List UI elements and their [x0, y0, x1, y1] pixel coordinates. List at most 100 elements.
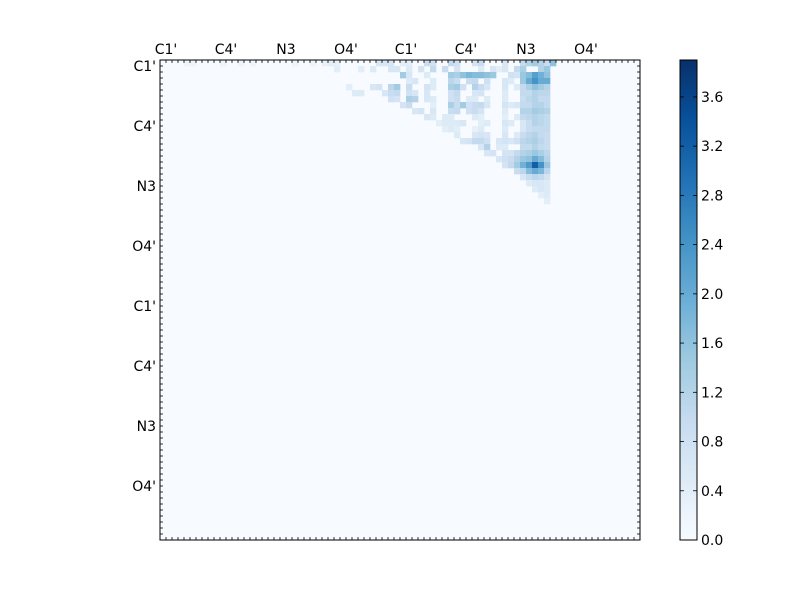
x-tick-label: O4' [334, 42, 358, 58]
heatmap-cell [532, 78, 539, 85]
heatmap-cell [526, 132, 533, 139]
heatmap-cell [448, 72, 455, 79]
heatmap-cell [472, 108, 479, 115]
heatmap-cell [514, 150, 521, 157]
heatmap-cell [526, 162, 533, 169]
heatmap-cell [478, 60, 485, 67]
heatmap-cell [430, 102, 437, 109]
heatmap-cell [382, 60, 389, 67]
heatmap-cell [508, 102, 515, 109]
heatmap-cell [532, 186, 539, 193]
heatmap-cell [532, 84, 539, 91]
heatmap-cell [514, 114, 521, 121]
heatmap-cell [430, 60, 437, 67]
heatmap-cell [532, 150, 539, 157]
heatmap-cell [526, 102, 533, 109]
heatmap-cell [412, 108, 419, 115]
heatmap-cell [484, 150, 491, 157]
heatmap-cell [334, 66, 341, 73]
heatmap-cell [406, 78, 413, 85]
heatmap-cell [358, 90, 365, 97]
heatmap-cell [442, 114, 449, 121]
heatmap-cell [478, 144, 485, 151]
heatmap-cell [508, 138, 515, 145]
colorbar-bar [679, 59, 698, 541]
heatmap-cell [514, 138, 521, 145]
heatmap-cell [484, 132, 491, 139]
heatmap-cell [526, 156, 533, 163]
heatmap-cell [538, 108, 545, 115]
heatmap-cell [538, 90, 545, 97]
heatmap-cell [514, 156, 521, 163]
heatmap-cell [508, 120, 515, 127]
heatmap-cell [520, 78, 527, 85]
heatmap-cell [544, 192, 551, 199]
heatmap-cell [484, 84, 491, 91]
heatmap-cell [544, 198, 551, 205]
heatmap-cell [538, 78, 545, 85]
heatmap-cell [544, 156, 551, 163]
heatmap-cell [478, 108, 485, 115]
heatmap-cell [184, 60, 191, 67]
heatmap-cell [526, 78, 533, 85]
heatmap-cell [490, 150, 497, 157]
heatmap-cell [544, 144, 551, 151]
heatmap-cell [538, 186, 545, 193]
heatmap-cell [502, 84, 509, 91]
heatmap-cell [454, 90, 461, 97]
heatmap-cell [388, 66, 395, 73]
heatmap-cell [538, 132, 545, 139]
heatmap-cell [448, 78, 455, 85]
x-tick-label: N3 [276, 42, 295, 58]
heatmap-cell [532, 162, 539, 169]
heatmap-cell [538, 114, 545, 121]
heatmap-cell [544, 90, 551, 97]
heatmap-cell [472, 96, 479, 103]
heatmap-cell [424, 72, 431, 79]
heatmap-cell [454, 84, 461, 91]
heatmap-cell [454, 72, 461, 79]
heatmap-cell [514, 132, 521, 139]
heatmap-cell [388, 60, 395, 67]
heatmap-cell [442, 120, 449, 127]
heatmap-cell [538, 180, 545, 187]
heatmap-cell [514, 72, 521, 79]
heatmap-cell [514, 168, 521, 175]
heatmap-cell [346, 84, 353, 91]
heatmap-cell [406, 90, 413, 97]
heatmap-cell [550, 60, 557, 67]
heatmap-cell [322, 60, 329, 67]
plot-area: C1' C4' N3 O4' C1' C4' N3 O4' C1' C4' N3 O4' C1' C4' N… [132, 42, 641, 541]
heatmap-cell [406, 96, 413, 103]
heatmap-cell [454, 96, 461, 103]
heatmap-cell [544, 60, 551, 67]
heatmap-cell [376, 60, 383, 67]
heatmap-cell [496, 66, 503, 73]
heatmap-cell [430, 108, 437, 115]
heatmap-cell [538, 138, 545, 145]
heatmap-cell [472, 132, 479, 139]
heatmap-cell [538, 84, 545, 91]
heatmap-cell [454, 66, 461, 73]
colorbar-tick-label: 3.6 [701, 90, 723, 106]
heatmap-cell [538, 72, 545, 79]
heatmap-cell [406, 84, 413, 91]
heatmap-cell [430, 78, 437, 85]
heatmap-cell [478, 84, 485, 91]
heatmap-cell [310, 60, 317, 67]
heatmap-cell [526, 96, 533, 103]
heatmap-cell [496, 156, 503, 163]
colorbar: 0.0 0.4 0.8 1.2 1.6 2.0 2.4 2.8 3.2 3.6 [679, 59, 723, 549]
heatmap-cell [502, 120, 509, 127]
heatmap-cell [400, 60, 407, 67]
heatmap-cell [538, 168, 545, 175]
heatmap-cell [466, 138, 473, 145]
heatmap-cell [460, 72, 467, 79]
heatmap-cell [454, 108, 461, 115]
heatmap-cell [412, 96, 419, 103]
y-tick-label: O4' [132, 479, 156, 495]
heatmap-cell [532, 144, 539, 151]
heatmap-cell [520, 120, 527, 127]
heatmap-cell [520, 108, 527, 115]
heatmap-cell [532, 96, 539, 103]
